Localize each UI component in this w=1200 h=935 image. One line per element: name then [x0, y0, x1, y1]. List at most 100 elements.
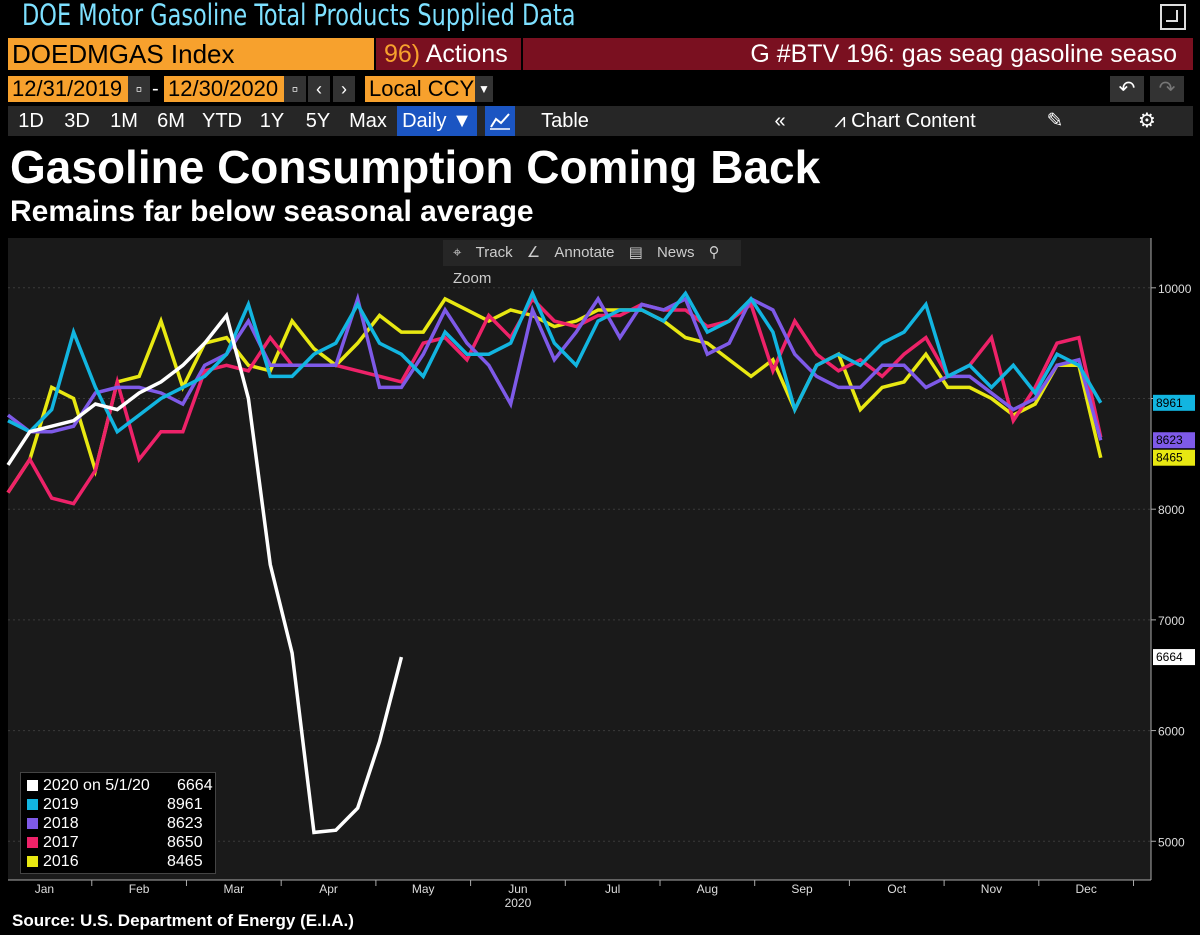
track-tool[interactable]: ⌖ Track — [453, 244, 513, 261]
legend-label: 2018 — [43, 815, 79, 832]
frequency-select[interactable]: Daily ▼ — [397, 106, 477, 136]
command-line[interactable]: G #BTV 196: gas seag gasoline seaso — [523, 38, 1193, 70]
period-1y-button[interactable]: 1Y — [259, 110, 285, 132]
chart-title: Gasoline Consumption Coming Back — [10, 141, 821, 193]
next-arrow-icon[interactable]: › — [333, 76, 355, 102]
period-ytd-button[interactable]: YTD — [202, 110, 242, 132]
actions-label: Actions — [425, 40, 508, 68]
period-max-button[interactable]: Max — [349, 110, 387, 132]
calendar-icon[interactable]: ▫ — [284, 76, 306, 102]
legend-swatch — [27, 837, 38, 848]
y-tick-label: 6000 — [1158, 725, 1185, 739]
window-title: DOE Motor Gasoline Total Products Suppli… — [22, 0, 576, 32]
last-value-tag-text: 8623 — [1156, 433, 1183, 447]
last-value-tag: 8623 — [1153, 432, 1195, 449]
undo-icon[interactable]: ↶ — [1110, 76, 1144, 102]
track-label: Track — [475, 244, 513, 261]
period-6m-button[interactable]: 6M — [157, 110, 185, 132]
legend-value: 6664 — [177, 777, 213, 794]
chart-content-label: Chart Content — [851, 110, 976, 132]
legend-label: 2020 on 5/1/20 — [43, 777, 150, 794]
collapse-icon[interactable]: « — [774, 110, 786, 132]
popout-icon[interactable] — [1160, 4, 1186, 30]
series-line-2016[interactable] — [6, 296, 1103, 494]
table-button[interactable]: Table — [541, 110, 589, 132]
series-line-2019[interactable] — [7, 288, 1103, 435]
x-tick-label: Oct — [887, 882, 906, 896]
actions-number: 96) — [384, 40, 421, 68]
legend-swatch — [27, 799, 38, 810]
x-tick-label: Dec — [1075, 882, 1096, 896]
x-tick-label: Aug — [697, 882, 718, 896]
x-year-label: 2020 — [505, 896, 532, 910]
legend-value: 8650 — [167, 834, 203, 851]
date-separator: - — [152, 78, 159, 100]
period-3d-button[interactable]: 3D — [64, 110, 90, 132]
last-value-tag-bg — [1153, 449, 1195, 466]
y-tick-label: 7000 — [1158, 614, 1185, 628]
period-5y-button[interactable]: 5Y — [305, 110, 331, 132]
legend-item[interactable]: 2019 8961 — [27, 796, 203, 814]
last-value-tag: 8465 — [1153, 449, 1195, 466]
x-tick-label: Jun — [508, 882, 527, 896]
start-date-field[interactable]: 12/31/2019 — [8, 76, 128, 102]
calendar-icon[interactable]: ▫ — [128, 76, 150, 102]
y-tick-label: 5000 — [1158, 835, 1185, 849]
currency-select[interactable]: Local CCY — [365, 76, 493, 102]
edit-icon[interactable]: ✎ — [1046, 110, 1064, 132]
last-value-tag-text: 8465 — [1156, 451, 1183, 465]
annotate-label: Annotate — [554, 244, 615, 261]
zoom-tool[interactable]: ⚲ Zoom — [453, 244, 720, 287]
line-chart-icon[interactable] — [485, 106, 515, 136]
y-tick-label: 8000 — [1158, 503, 1185, 517]
legend-swatch — [27, 780, 38, 791]
chart-legend: 2020 on 5/1/20 6664 2019 8961 2018 8623 2017 86… — [20, 772, 216, 874]
last-value-tag: 8961 — [1153, 394, 1195, 411]
chart-subtitle: Remains far below seasonal average — [10, 195, 534, 228]
period-1d-button[interactable]: 1D — [18, 110, 44, 132]
gear-icon[interactable]: ⚙ — [1138, 110, 1156, 132]
title-bar — [0, 0, 1200, 36]
legend-value: 8961 — [167, 796, 203, 813]
news-tool[interactable]: ▤ News — [628, 244, 695, 261]
x-tick-label: May — [412, 882, 435, 896]
end-date-field[interactable]: 12/30/2020 — [164, 76, 284, 102]
series-line-2020-on-5-1-20[interactable] — [6, 311, 404, 835]
ticker-field[interactable]: DOEDMGAS Index — [8, 38, 374, 70]
last-value-tag-bg — [1153, 394, 1195, 411]
legend-label: 2016 — [43, 853, 79, 870]
series-line-2018[interactable] — [6, 292, 1103, 441]
last-value-tag-bg — [1153, 432, 1195, 449]
redo-icon[interactable]: ↷ — [1150, 76, 1184, 102]
last-value-tag: 6664 — [1153, 649, 1195, 666]
series-line-2017[interactable] — [6, 295, 1103, 506]
chart-content-icon: ⩘ — [834, 110, 846, 132]
chart-content-button[interactable]: ⩘ Chart Content — [830, 106, 980, 136]
period-toolbar — [8, 106, 1193, 136]
last-value-tag-text: 6664 — [1156, 650, 1183, 664]
prev-arrow-icon[interactable]: ‹ — [308, 76, 330, 102]
x-tick-label: Nov — [981, 882, 1002, 896]
news-label: News — [656, 244, 695, 261]
legend-item[interactable]: 2016 8465 — [27, 853, 203, 871]
annotate-tool[interactable]: ∠ Annotate — [526, 244, 615, 261]
x-tick-label: Sep — [791, 882, 813, 896]
x-tick-label: Jan — [35, 882, 54, 896]
chevron-down-icon[interactable]: ▼ — [475, 76, 493, 102]
legend-label: 2017 — [43, 834, 79, 851]
legend-item[interactable]: 2017 8650 — [27, 834, 203, 852]
period-1m-button[interactable]: 1M — [110, 110, 138, 132]
legend-swatch — [27, 856, 38, 867]
source-note: Source: U.S. Department of Energy (E.I.A… — [12, 911, 354, 930]
legend-swatch — [27, 818, 38, 829]
legend-item[interactable]: 2020 on 5/1/20 6664 — [27, 777, 213, 795]
legend-item[interactable]: 2018 8623 — [27, 815, 203, 833]
legend-value: 8623 — [167, 815, 203, 832]
chart-tools-bar: ⌖ Track ∠ Annotate ▤ News ⚲ Zoom — [443, 240, 741, 287]
last-value-tag-bg — [1153, 649, 1195, 666]
x-tick-label: Apr — [319, 882, 338, 896]
legend-label: 2019 — [43, 796, 79, 813]
last-value-tag-text: 8961 — [1156, 396, 1183, 410]
x-tick-label: Feb — [129, 882, 150, 896]
